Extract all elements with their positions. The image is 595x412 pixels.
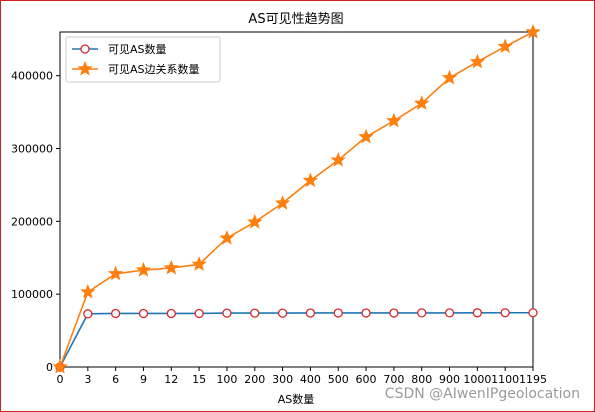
series-2-point (386, 112, 402, 128)
series-2-point (80, 283, 96, 299)
x-tick-label: 1100 (491, 373, 519, 386)
legend-swatch-marker (80, 44, 90, 54)
x-tick-label: 1195 (519, 373, 547, 386)
axes-frame (59, 31, 534, 368)
series-1-point (222, 308, 232, 318)
y-tick-label: 400000 (11, 70, 53, 83)
series-2-point (358, 128, 374, 144)
x-tick-label: 900 (439, 373, 460, 386)
series-1-point (194, 308, 204, 319)
y-tick-label: 100000 (11, 288, 53, 301)
series-1-point (389, 308, 399, 318)
x-tick-label: 200 (244, 373, 265, 386)
legend-entry-label: 可见AS数量 (108, 43, 167, 56)
series-1-point (500, 308, 510, 318)
x-tick-label: 9 (140, 373, 147, 386)
x-tick-label: 800 (411, 373, 432, 386)
series-1-point (333, 308, 343, 318)
series-2-point (163, 259, 180, 275)
series-2-point (247, 213, 263, 229)
x-tick-label: 600 (356, 373, 377, 386)
series-2-point (302, 172, 319, 188)
x-tick-label: 15 (192, 373, 206, 386)
legend-entry-label: 可见AS边关系数量 (108, 62, 200, 76)
series-2-point (191, 256, 207, 271)
series-2-point (330, 152, 346, 167)
x-tick-label: 700 (383, 373, 404, 386)
y-tick-label: 200000 (11, 215, 53, 228)
series-2-point (413, 95, 430, 110)
series-1-point (417, 308, 427, 318)
series-1-point (361, 308, 371, 318)
series-1-point (277, 308, 288, 318)
x-axis-label: AS数量 (278, 393, 315, 406)
x-tick-label: 6 (112, 373, 119, 386)
series-2-point (135, 262, 152, 277)
legend-box (65, 36, 221, 83)
x-tick-label: 0 (57, 373, 64, 386)
series-2-point (52, 358, 68, 374)
series-1-point (444, 308, 455, 318)
x-tick-label: 100 (216, 373, 237, 386)
series-line-1 (59, 311, 533, 368)
series-2-point (107, 265, 124, 281)
series-2-point (469, 53, 486, 69)
series-2-point (219, 229, 235, 245)
y-tick-label: 0 (46, 361, 53, 374)
series-2-point (274, 195, 291, 210)
plot-area: 0 3 6 9 12 15 100 200 300 400 500 600 700 800 900 1000 1… (11, 23, 547, 386)
series-1-point (305, 308, 316, 318)
series-1-point (110, 308, 121, 319)
x-tick-label: 500 (328, 373, 349, 386)
chart-title: AS可见性趋势图 (248, 11, 343, 27)
series-1-point (138, 308, 149, 319)
series-2-point (525, 23, 541, 39)
legend-swatch-marker (77, 60, 93, 76)
series-1-point (166, 308, 176, 319)
series-1-point (83, 309, 93, 319)
series-2-point (441, 69, 458, 85)
series-2-point (497, 38, 513, 54)
series-1-point (528, 308, 538, 318)
y-tick-label: 300000 (11, 143, 53, 156)
x-tick-label: 400 (300, 373, 321, 386)
series-1-point (250, 308, 260, 318)
x-tick-label: 3 (84, 373, 91, 386)
x-tick-label: 300 (272, 373, 293, 386)
x-tick-label: 1000 (463, 373, 491, 386)
watermark-text: CSDN @AIwenIPgeolocation (385, 386, 580, 402)
series-1-point (472, 308, 483, 318)
x-tick-label: 12 (164, 373, 178, 386)
